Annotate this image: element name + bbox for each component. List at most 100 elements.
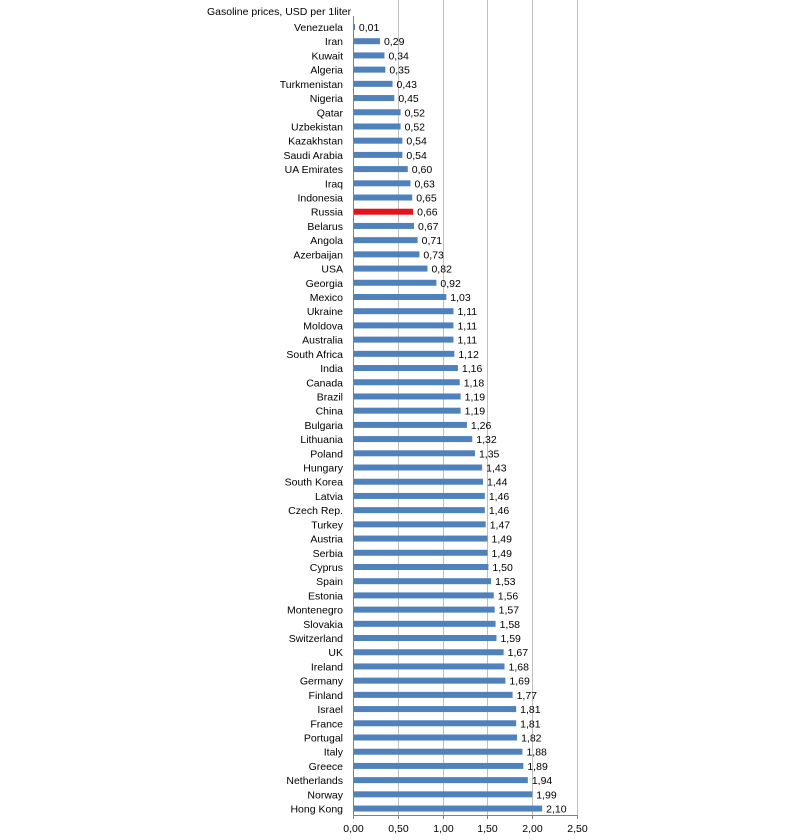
- category-label: Moldova: [303, 320, 343, 332]
- category-label: Netherlands: [286, 775, 343, 787]
- category-label: Hong Kong: [290, 804, 343, 816]
- data-label: 0,52: [405, 121, 426, 133]
- bar: [354, 578, 492, 585]
- category-label: Serbia: [313, 548, 344, 560]
- bar: [354, 251, 420, 258]
- bar: [354, 436, 473, 443]
- category-label: Algeria: [310, 65, 343, 77]
- x-tick-label: 0,00: [343, 823, 364, 835]
- data-label: 1,47: [490, 519, 511, 531]
- category-label: Poland: [310, 448, 343, 460]
- bar: [354, 166, 408, 173]
- category-label: Azerbaijan: [293, 249, 343, 261]
- data-label: 1,58: [500, 619, 521, 631]
- data-label: 1,44: [487, 477, 508, 489]
- data-label: 1,19: [465, 391, 486, 403]
- bar: [354, 720, 517, 727]
- bar: [354, 365, 458, 372]
- bar: [354, 563, 489, 570]
- data-label: 1,35: [479, 448, 500, 460]
- category-label: Slovakia: [303, 619, 343, 631]
- category-label: UK: [328, 647, 343, 659]
- bar: [354, 706, 517, 713]
- data-label: 0,45: [398, 93, 419, 105]
- category-label: Brazil: [317, 391, 343, 403]
- data-label: 1,81: [520, 704, 541, 716]
- category-label: Czech Rep.: [288, 505, 343, 517]
- data-label: 1,03: [450, 292, 471, 304]
- bar: [354, 123, 401, 130]
- bar: [354, 180, 411, 187]
- data-label: 0,52: [405, 107, 426, 119]
- data-label: 1,49: [492, 548, 513, 560]
- category-label: Latvia: [315, 491, 343, 503]
- data-label: 1,32: [476, 434, 497, 446]
- data-label: 1,56: [498, 590, 519, 602]
- data-label: 1,18: [464, 377, 485, 389]
- data-label: 0,92: [440, 278, 461, 290]
- bar: [354, 279, 437, 286]
- category-label: Belarus: [307, 221, 343, 233]
- category-label: Portugal: [304, 733, 343, 745]
- category-label: Ukraine: [307, 306, 343, 318]
- category-label: Estonia: [308, 590, 343, 602]
- x-axis: 0,00 0,50 1,00 1,50 2,00 2,50: [343, 16, 588, 835]
- bar: [354, 734, 518, 741]
- bar: [354, 805, 543, 812]
- category-label: Cyprus: [310, 562, 343, 574]
- bar: [354, 208, 414, 215]
- category-label: Bulgaria: [304, 420, 343, 432]
- data-label: 0,66: [417, 207, 438, 219]
- bar: [354, 691, 513, 698]
- bar: [354, 606, 495, 613]
- category-label: South Korea: [285, 477, 344, 489]
- data-label: 1,99: [536, 789, 557, 801]
- bar: [354, 507, 485, 514]
- category-label: France: [310, 718, 343, 730]
- data-label: 1,69: [509, 676, 530, 688]
- data-label: 1,89: [527, 761, 548, 773]
- data-label: 1,11: [457, 306, 477, 318]
- bar: [354, 777, 528, 784]
- bar: [354, 592, 494, 599]
- data-label: 1,57: [499, 605, 520, 617]
- data-label: 0,60: [412, 164, 433, 176]
- x-tick-label: 2,50: [567, 823, 588, 835]
- bar: [354, 336, 454, 343]
- category-label: Hungary: [303, 463, 343, 475]
- category-label: Turkmenistan: [280, 79, 343, 91]
- data-label: 1,53: [495, 576, 516, 588]
- data-label: 1,88: [526, 747, 547, 759]
- bar: [354, 649, 504, 656]
- bar: [354, 677, 506, 684]
- bar: [354, 350, 455, 357]
- bar: [354, 393, 461, 400]
- data-label: 2,10: [546, 804, 567, 816]
- bar: [354, 322, 454, 329]
- bar: [354, 24, 355, 30]
- category-label: Kuwait: [311, 50, 343, 62]
- x-tick-label: 2,00: [522, 823, 543, 835]
- data-label: 1,77: [517, 690, 538, 702]
- category-label: South Africa: [286, 349, 343, 361]
- x-tick-label: 0,50: [388, 823, 409, 835]
- category-label: Lithuania: [300, 434, 343, 446]
- data-label: 0,65: [416, 193, 437, 205]
- data-label: 0,35: [389, 65, 410, 77]
- data-label: 1,26: [471, 420, 492, 432]
- category-label: Russia: [311, 207, 343, 219]
- category-label: Venezuela: [294, 22, 343, 34]
- x-tick-label: 1,50: [477, 823, 498, 835]
- category-label: Greece: [309, 761, 344, 773]
- data-label: 1,46: [489, 505, 510, 517]
- bars: [354, 24, 543, 812]
- category-label: Canada: [306, 377, 343, 389]
- bar: [354, 194, 413, 201]
- bar: [354, 379, 460, 386]
- category-label: Iran: [325, 36, 343, 48]
- bar: [354, 237, 418, 244]
- category-label: Nigeria: [310, 93, 343, 105]
- data-label: 0,82: [431, 264, 452, 276]
- data-label: 0,71: [422, 235, 443, 247]
